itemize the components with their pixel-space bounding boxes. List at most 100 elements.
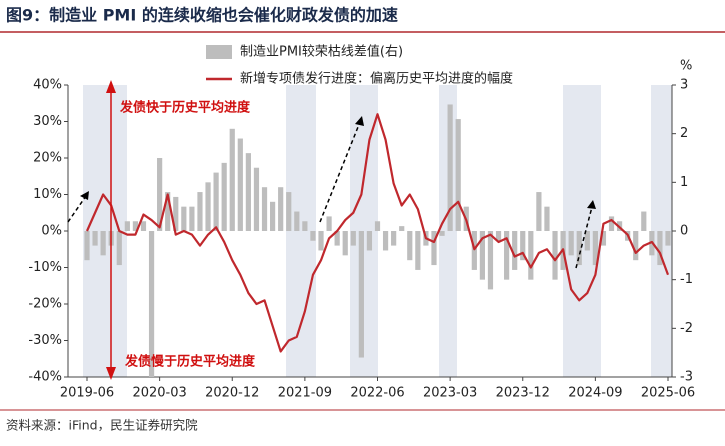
bar	[633, 231, 639, 261]
arrowhead	[80, 191, 89, 200]
source: 资料来源：iFind，民生证券研究院	[6, 418, 198, 433]
bar	[479, 231, 486, 280]
bar	[391, 231, 397, 246]
bar	[294, 211, 300, 231]
bar	[350, 231, 356, 246]
bar	[665, 231, 671, 246]
x-tick-label: 2023-12	[496, 386, 550, 401]
bar	[447, 104, 453, 231]
arrows	[67, 121, 593, 269]
bar	[528, 231, 534, 280]
arrowhead	[587, 200, 596, 209]
x-tick-label: 2024-09	[568, 386, 622, 401]
bar	[165, 192, 171, 231]
bar	[504, 231, 510, 280]
x-tick-label: 2021-09	[278, 386, 332, 401]
bar	[221, 162, 227, 231]
bar	[269, 201, 276, 231]
bar	[568, 231, 574, 256]
bar	[415, 231, 421, 270]
arrowhead	[355, 116, 364, 126]
bar	[552, 231, 558, 280]
arrowhead	[106, 80, 116, 93]
bar	[495, 231, 502, 241]
bar	[342, 231, 348, 256]
bar	[181, 206, 187, 231]
bar	[310, 231, 316, 241]
bar	[229, 128, 235, 231]
line	[85, 113, 670, 353]
x-tick-label: 2020-03	[132, 386, 186, 401]
y2-tick-label: 0	[680, 224, 688, 239]
bar	[600, 231, 607, 246]
bar	[318, 231, 324, 251]
y-tick-label: -10%	[28, 260, 62, 275]
bar	[366, 231, 373, 251]
y-tick-label: 10%	[33, 187, 62, 202]
arrowhead	[106, 367, 116, 380]
bar	[407, 231, 413, 261]
chart-title: 图9：制造业 PMI 的连续收缩也会催化财政发债的加速	[6, 6, 398, 25]
bar	[608, 216, 615, 231]
bar	[148, 231, 155, 377]
bar	[124, 221, 130, 231]
bar	[358, 231, 364, 358]
y2-tick-label: 1	[680, 175, 688, 190]
bar	[592, 231, 598, 266]
bar	[253, 167, 260, 231]
annotation: 发债快于历史平均进度	[119, 100, 251, 116]
arrow	[67, 195, 87, 223]
legend-swatch	[206, 45, 232, 59]
bar	[213, 172, 219, 231]
bar	[641, 211, 647, 231]
bar	[544, 206, 550, 231]
bar	[205, 182, 211, 231]
bar	[157, 158, 163, 231]
speed-arrow	[106, 80, 116, 380]
y-tick-label: -20%	[28, 297, 62, 312]
x-tick-label: 2025-06	[641, 386, 695, 401]
y-tick-label: -30%	[28, 333, 62, 348]
bar	[132, 221, 139, 231]
bar	[100, 231, 106, 256]
y2-tick-label: 3	[680, 78, 688, 93]
arrow	[319, 121, 361, 223]
bar	[576, 231, 582, 266]
bar	[173, 196, 179, 231]
bar	[431, 231, 437, 266]
bar	[399, 226, 405, 231]
y-tick-label: 30%	[33, 114, 62, 129]
y2-tick-label: -1	[680, 272, 693, 287]
annotation: 发债慢于历史平均进度	[124, 354, 256, 370]
bar	[197, 192, 203, 231]
bar	[116, 231, 122, 266]
arrowheads	[80, 116, 596, 209]
bar	[92, 231, 98, 246]
y2-unit: %	[680, 59, 692, 74]
bar	[326, 216, 332, 231]
bar	[374, 221, 381, 231]
bar	[245, 153, 251, 231]
x-tick-label: 2022-06	[350, 386, 404, 401]
bar	[455, 119, 461, 231]
arrow	[575, 206, 593, 269]
legend-label: 新增专项债发行进度：偏离历史平均进度的幅度	[240, 71, 513, 87]
bar	[584, 231, 590, 251]
bar	[278, 187, 284, 231]
bar	[536, 192, 542, 231]
y-tick-label: -40%	[28, 370, 62, 385]
bar	[334, 231, 340, 246]
bar	[512, 231, 518, 270]
y-tick-label: 0%	[41, 224, 62, 239]
x-tick-label: 2019-06	[60, 386, 114, 401]
y-tick-label: 20%	[33, 151, 62, 166]
x-tick-label: 2023-03	[423, 386, 477, 401]
y-tick-label: 40%	[33, 78, 62, 93]
bar	[140, 221, 147, 231]
bar	[471, 231, 477, 270]
bar	[302, 221, 308, 231]
bar	[487, 231, 494, 290]
bar	[520, 231, 526, 261]
plot: -40% -30% -20% -10% 0% 10% 20% 30% 40% -3 -2 -1 0 1 2 3…	[28, 44, 695, 401]
x-tick-label: 2020-12	[205, 386, 259, 401]
